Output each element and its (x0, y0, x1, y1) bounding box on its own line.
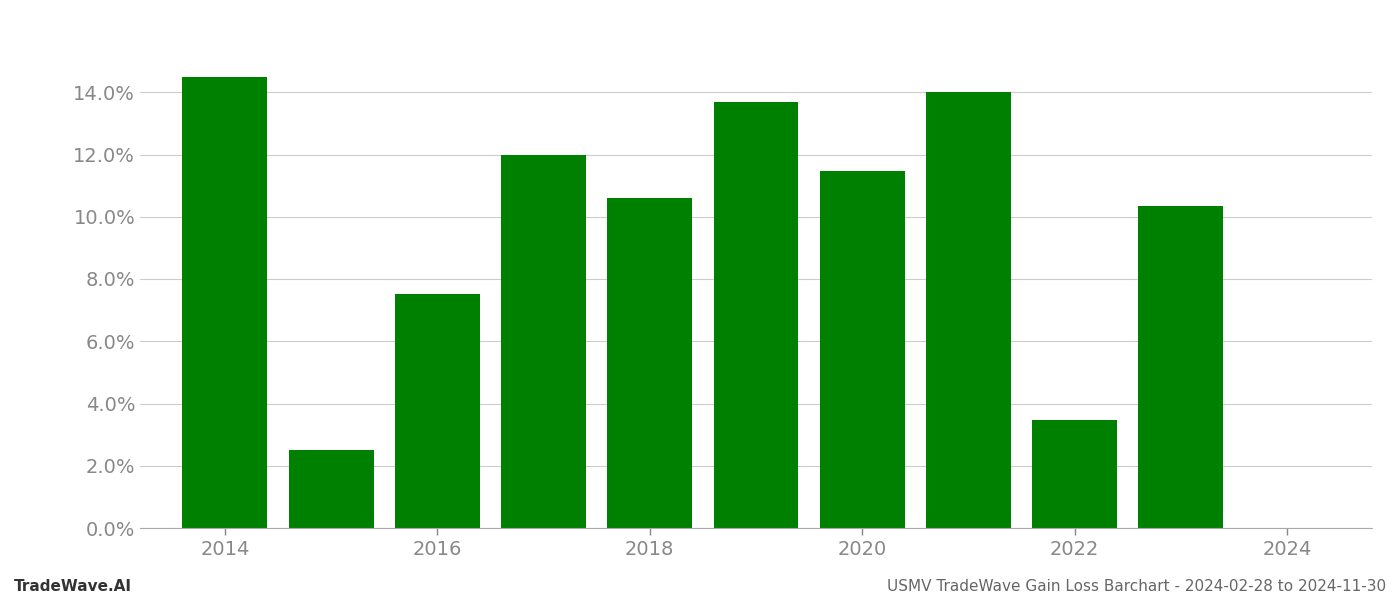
Bar (925, 92, 1011, 528)
Bar (608, 198, 692, 528)
Bar (1032, 419, 1117, 528)
Bar (501, 154, 587, 528)
Bar (182, 77, 267, 528)
Bar (1138, 206, 1224, 528)
Bar (820, 170, 904, 528)
Bar (288, 449, 374, 528)
Bar (714, 101, 798, 528)
Bar (395, 294, 480, 528)
Text: TradeWave.AI: TradeWave.AI (14, 579, 132, 594)
Text: USMV TradeWave Gain Loss Barchart - 2024-02-28 to 2024-11-30: USMV TradeWave Gain Loss Barchart - 2024… (886, 579, 1386, 594)
